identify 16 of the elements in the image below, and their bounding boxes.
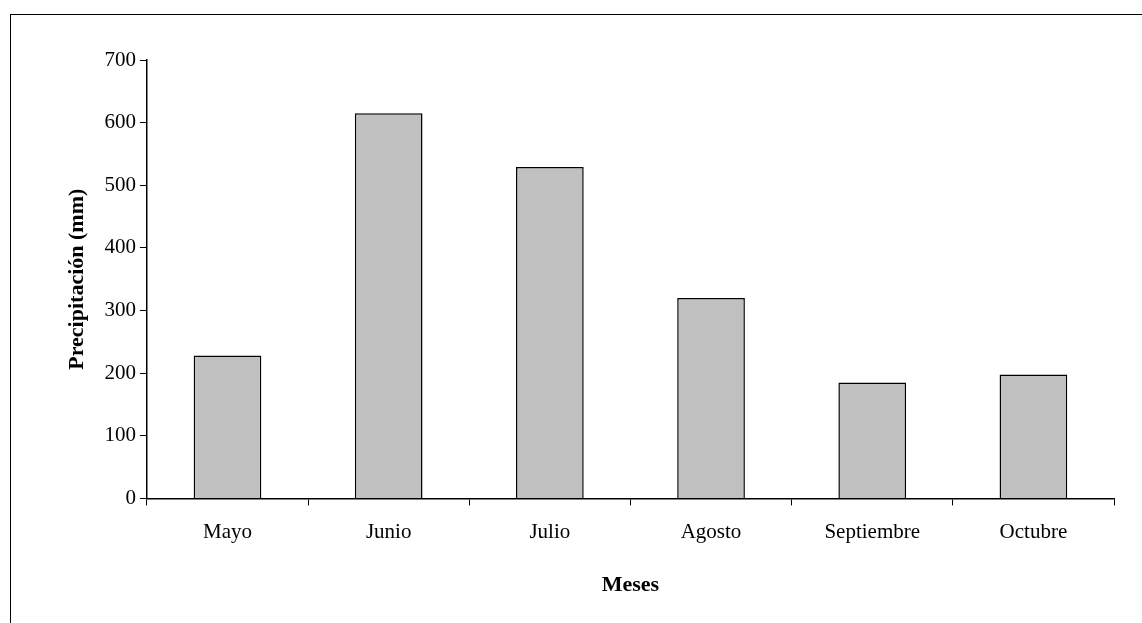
y-axis-title: Precipitación (mm): [62, 188, 88, 370]
x-tick-label: Septiembre: [824, 518, 921, 543]
y-tick-label: 600: [104, 109, 136, 134]
y-tick-label: 200: [104, 359, 136, 384]
y-tick-label: 0: [125, 484, 136, 509]
x-tick-label: Octubre: [999, 518, 1068, 543]
y-tick-label: 400: [104, 234, 136, 259]
x-tick-label: Mayo: [202, 518, 252, 543]
y-tick-label: 500: [104, 171, 136, 196]
y-tick-label: 300: [104, 297, 136, 322]
x-tick-label: Agosto: [680, 518, 742, 543]
x-tick-label: Julio: [529, 518, 571, 543]
y-tick-label: 100: [104, 422, 136, 447]
y-tick-label: 700: [104, 46, 136, 71]
x-tick-label: Junio: [365, 518, 412, 543]
x-axis-title: Meses: [601, 571, 660, 597]
